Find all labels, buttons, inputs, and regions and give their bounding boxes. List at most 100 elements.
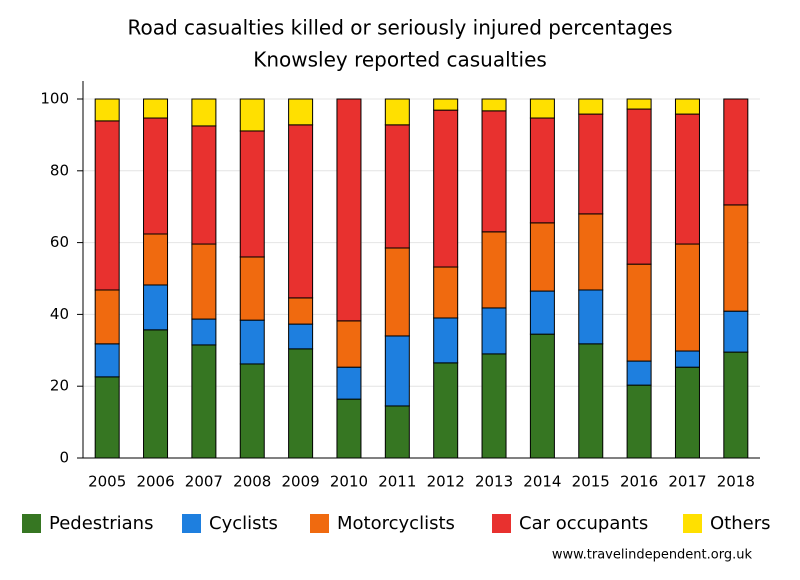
bar-segment	[626, 98, 652, 110]
bar-segment	[433, 109, 459, 268]
bar-segment	[626, 384, 652, 459]
legend-swatch	[683, 514, 702, 533]
x-tick-label: 2006	[136, 473, 174, 491]
x-tick-label: 2013	[475, 473, 513, 491]
bar-segment	[288, 323, 314, 350]
bar-segment	[336, 98, 362, 322]
bar-segment	[384, 335, 410, 407]
legend-label: Others	[710, 513, 771, 534]
bar-segment	[336, 320, 362, 368]
legend-label: Pedestrians	[49, 513, 153, 534]
legend-label: Motorcyclists	[337, 513, 455, 534]
bar-segment	[529, 222, 555, 292]
bar-segment	[384, 405, 410, 459]
bar-segment	[674, 98, 700, 115]
bar-segment	[578, 98, 604, 115]
y-tick-label: 40	[50, 305, 69, 323]
bar-segment	[143, 329, 169, 459]
bar-segment	[433, 362, 459, 459]
bar-segment	[481, 307, 507, 355]
x-tick-label: 2008	[233, 473, 271, 491]
bar-segment	[143, 233, 169, 286]
bar-segment	[94, 289, 120, 345]
bar-segment	[239, 319, 265, 365]
x-tick-label: 2012	[427, 473, 465, 491]
chart-subtitle: Knowsley reported casualties	[253, 48, 547, 72]
bar-segment	[674, 350, 700, 368]
x-tick-label: 2014	[523, 473, 561, 491]
bar-segment	[239, 98, 265, 132]
bar-segment	[191, 125, 217, 245]
bar-segment	[384, 247, 410, 337]
y-tick-label: 0	[59, 449, 69, 467]
legend-swatch	[492, 514, 511, 533]
bar-segment	[481, 98, 507, 112]
bar-segment	[481, 353, 507, 459]
legend-swatch	[310, 514, 329, 533]
bar-segment	[578, 343, 604, 459]
bar-segment	[529, 98, 555, 119]
bar-segment	[529, 117, 555, 224]
bar-segment	[723, 310, 749, 353]
bar-segment	[433, 266, 459, 319]
y-tick-label: 20	[50, 377, 69, 395]
source: www.travelindependent.org.uk	[552, 548, 753, 563]
bar-segment	[288, 98, 314, 126]
x-tick-label: 2011	[378, 473, 416, 491]
bar-segment	[578, 213, 604, 291]
legend-swatch	[22, 514, 41, 533]
bar-segment	[336, 366, 362, 400]
bar-segment	[433, 98, 459, 111]
bar-segment	[336, 398, 362, 459]
bar-segment	[626, 360, 652, 386]
bar-segment	[143, 117, 169, 235]
bar-segment	[578, 113, 604, 215]
bar-segment	[529, 290, 555, 335]
bar-segment	[481, 231, 507, 309]
bar-segment	[384, 124, 410, 249]
bar-segment	[674, 113, 700, 245]
bar-segment	[674, 366, 700, 459]
bar-segment	[94, 120, 120, 291]
bar-segment	[191, 98, 217, 127]
bar-segment	[239, 130, 265, 258]
bar-segment	[191, 318, 217, 346]
legend-label: Car occupants	[519, 513, 648, 534]
bar-segment	[626, 108, 652, 265]
bar-segment	[433, 317, 459, 364]
bar-segment	[288, 297, 314, 325]
bar-segment	[723, 98, 749, 206]
bar-segment	[723, 351, 749, 459]
x-tick-label: 2005	[88, 473, 126, 491]
x-tick-label: 2018	[717, 473, 755, 491]
bar-segment	[239, 256, 265, 321]
legend-label: Cyclists	[209, 513, 278, 534]
bar-segment	[94, 376, 120, 459]
bar-segment	[191, 344, 217, 459]
x-tick-label: 2016	[620, 473, 658, 491]
legend-swatch	[182, 514, 201, 533]
bar-segment	[191, 243, 217, 320]
y-tick-label: 80	[50, 161, 69, 179]
x-tick-label: 2017	[668, 473, 706, 491]
bar-segment	[626, 263, 652, 362]
bar-segment	[529, 333, 555, 459]
bar-segment	[94, 98, 120, 122]
x-tick-label: 2015	[572, 473, 610, 491]
bar-segment	[674, 243, 700, 352]
y-tick-label: 100	[40, 90, 69, 108]
chart-title: Road casualties killed or seriously inju…	[127, 16, 672, 40]
x-tick-label: 2007	[185, 473, 223, 491]
bar-segment	[239, 363, 265, 459]
y-tick-label: 60	[50, 233, 69, 251]
bar-segment	[94, 343, 120, 378]
x-tick-label: 2009	[282, 473, 320, 491]
bar-segment	[143, 98, 169, 119]
bar-segment	[578, 289, 604, 345]
bar-segment	[288, 124, 314, 299]
bar-segment	[723, 204, 749, 312]
bar-segment	[288, 348, 314, 459]
bar-segment	[384, 98, 410, 126]
bar-segment	[481, 110, 507, 233]
